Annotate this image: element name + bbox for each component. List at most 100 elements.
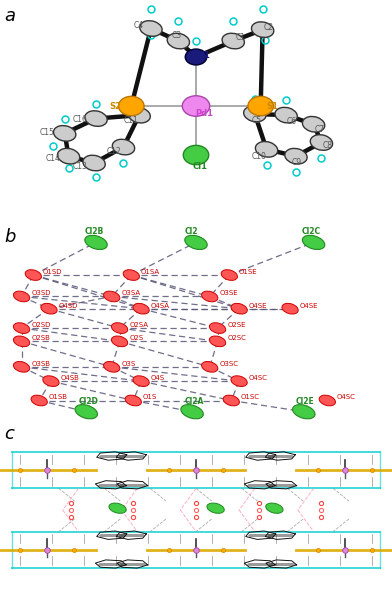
Text: Cl2: Cl2 bbox=[184, 227, 198, 236]
Ellipse shape bbox=[41, 304, 57, 314]
Ellipse shape bbox=[201, 291, 218, 302]
Ellipse shape bbox=[310, 135, 332, 150]
Ellipse shape bbox=[125, 395, 142, 406]
Text: O3SB: O3SB bbox=[31, 361, 50, 367]
Ellipse shape bbox=[223, 395, 240, 406]
Ellipse shape bbox=[13, 361, 30, 372]
Ellipse shape bbox=[128, 107, 150, 123]
Ellipse shape bbox=[43, 376, 59, 386]
Text: b: b bbox=[4, 228, 15, 246]
Ellipse shape bbox=[133, 304, 149, 314]
Text: C16: C16 bbox=[73, 115, 88, 124]
Text: O3SE: O3SE bbox=[220, 290, 238, 296]
Text: O4SE: O4SE bbox=[249, 302, 267, 308]
Ellipse shape bbox=[266, 503, 283, 514]
Ellipse shape bbox=[140, 21, 162, 36]
Text: O4SA: O4SA bbox=[151, 302, 170, 308]
Ellipse shape bbox=[183, 145, 209, 165]
Ellipse shape bbox=[209, 336, 226, 347]
Text: C9: C9 bbox=[292, 158, 302, 167]
Text: C11: C11 bbox=[124, 116, 139, 125]
Text: O2SE: O2SE bbox=[227, 322, 246, 328]
Ellipse shape bbox=[54, 125, 76, 141]
Text: C2: C2 bbox=[263, 23, 274, 32]
Ellipse shape bbox=[275, 107, 297, 123]
Text: Cl1: Cl1 bbox=[192, 162, 207, 171]
Ellipse shape bbox=[85, 111, 107, 127]
Ellipse shape bbox=[185, 49, 207, 65]
Text: O3SA: O3SA bbox=[122, 290, 141, 296]
Text: O1SA: O1SA bbox=[141, 269, 160, 275]
Ellipse shape bbox=[201, 361, 218, 372]
Text: Cl2D: Cl2D bbox=[78, 397, 98, 406]
Ellipse shape bbox=[123, 269, 140, 280]
Text: Cl2A: Cl2A bbox=[184, 397, 203, 406]
Text: Pd1: Pd1 bbox=[195, 109, 213, 118]
Ellipse shape bbox=[13, 336, 30, 347]
Ellipse shape bbox=[133, 376, 149, 386]
Ellipse shape bbox=[319, 395, 336, 406]
Ellipse shape bbox=[103, 361, 120, 372]
Text: C1: C1 bbox=[236, 33, 246, 42]
Text: Cl2B: Cl2B bbox=[84, 227, 103, 236]
Text: O4SD: O4SD bbox=[59, 302, 78, 308]
Text: O3SD: O3SD bbox=[31, 290, 51, 296]
Text: C8: C8 bbox=[322, 142, 332, 151]
Ellipse shape bbox=[292, 404, 315, 419]
Ellipse shape bbox=[13, 291, 30, 302]
Text: C6: C6 bbox=[287, 118, 297, 127]
Text: O1S: O1S bbox=[143, 394, 157, 400]
Ellipse shape bbox=[103, 291, 120, 302]
Ellipse shape bbox=[209, 323, 226, 334]
Ellipse shape bbox=[185, 235, 207, 250]
Ellipse shape bbox=[119, 97, 144, 116]
Text: O1SD: O1SD bbox=[43, 269, 63, 275]
Ellipse shape bbox=[85, 235, 107, 250]
Text: O4SC: O4SC bbox=[249, 375, 268, 381]
Text: O2SA: O2SA bbox=[129, 322, 148, 328]
Ellipse shape bbox=[256, 142, 278, 157]
Text: C4: C4 bbox=[134, 20, 144, 29]
Ellipse shape bbox=[111, 336, 128, 347]
Text: N1: N1 bbox=[198, 52, 210, 61]
Text: a: a bbox=[4, 7, 15, 25]
Text: O4SB: O4SB bbox=[61, 375, 80, 381]
Text: O2SD: O2SD bbox=[31, 322, 51, 328]
Text: S1: S1 bbox=[267, 101, 278, 110]
Ellipse shape bbox=[109, 503, 126, 514]
Text: S2: S2 bbox=[110, 101, 122, 110]
Ellipse shape bbox=[222, 33, 244, 49]
Text: O4SC: O4SC bbox=[337, 394, 356, 400]
Ellipse shape bbox=[13, 323, 30, 334]
Text: O2S: O2S bbox=[129, 335, 143, 341]
Text: C14: C14 bbox=[45, 154, 60, 163]
Text: c: c bbox=[4, 425, 14, 443]
Text: C3: C3 bbox=[171, 31, 181, 40]
Text: C5: C5 bbox=[252, 116, 262, 125]
Text: O4SE: O4SE bbox=[300, 302, 318, 308]
Ellipse shape bbox=[181, 404, 203, 419]
Text: C13: C13 bbox=[73, 162, 88, 171]
Ellipse shape bbox=[303, 116, 325, 132]
Text: Cl2C: Cl2C bbox=[302, 227, 321, 236]
Text: O1SC: O1SC bbox=[241, 394, 260, 400]
Ellipse shape bbox=[83, 155, 105, 171]
Ellipse shape bbox=[221, 269, 238, 280]
Ellipse shape bbox=[75, 404, 98, 419]
Ellipse shape bbox=[231, 304, 247, 314]
Ellipse shape bbox=[167, 33, 189, 49]
Ellipse shape bbox=[58, 148, 80, 164]
Ellipse shape bbox=[302, 235, 325, 250]
Ellipse shape bbox=[25, 269, 42, 280]
Text: O2SB: O2SB bbox=[31, 335, 50, 341]
Text: C15: C15 bbox=[40, 128, 54, 137]
Ellipse shape bbox=[285, 148, 307, 164]
Ellipse shape bbox=[31, 395, 47, 406]
Text: C10: C10 bbox=[251, 152, 266, 161]
Ellipse shape bbox=[231, 376, 247, 386]
Text: O3S: O3S bbox=[122, 361, 136, 367]
Ellipse shape bbox=[207, 503, 224, 514]
Text: C12: C12 bbox=[106, 147, 121, 156]
Ellipse shape bbox=[182, 96, 210, 116]
Text: Cl2E: Cl2E bbox=[296, 397, 315, 406]
